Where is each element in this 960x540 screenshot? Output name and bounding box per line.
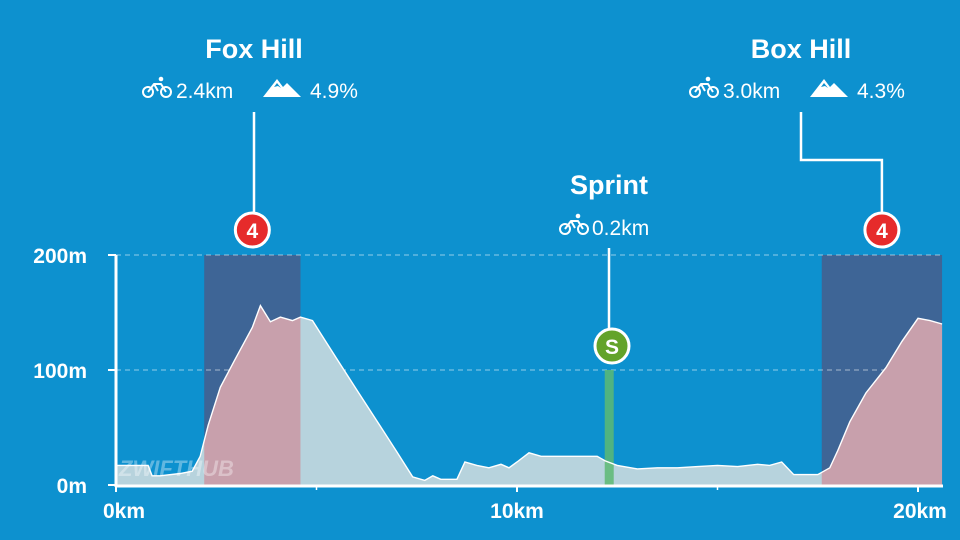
mountain-icon [810,79,848,97]
climb-profile-fill [821,318,943,485]
segment-length: 0.2km [592,217,649,240]
y-tick-label: 200m [33,245,87,268]
y-tick-label: 0m [57,475,87,498]
segment-name: Fox Hill [205,34,303,64]
segment-length: 2.4km [176,80,233,103]
x-tick-label: 20km [893,500,947,523]
bicycle-icon [142,76,172,98]
elevation-area [116,305,943,485]
segment-name: Box Hill [751,34,852,64]
leader-line [799,112,884,213]
sprint-badge [593,327,631,365]
sprint-bar [604,370,614,485]
climb-badge-label: 4 [876,220,888,243]
segment-grade: 4.3% [857,80,905,103]
x-tick-label: 0km [103,500,145,523]
bicycle-icon [689,76,719,98]
segment-grade: 4.9% [310,80,358,103]
climb-profile-fill [204,305,301,485]
x-tick-label: 10km [490,500,544,523]
elevation-line [116,304,943,482]
climb-badge-label: 4 [246,220,258,243]
sprint-badge-label: S [605,336,619,359]
climb-badge [233,211,271,249]
climb-badge [863,211,901,249]
watermark-logo: ZWIFTHUB [118,456,234,481]
mountain-icon [263,79,301,97]
segment-name: Sprint [570,170,648,200]
segment-length: 3.0km [723,80,780,103]
bicycle-icon [559,213,589,235]
y-tick-label: 100m [33,360,87,383]
